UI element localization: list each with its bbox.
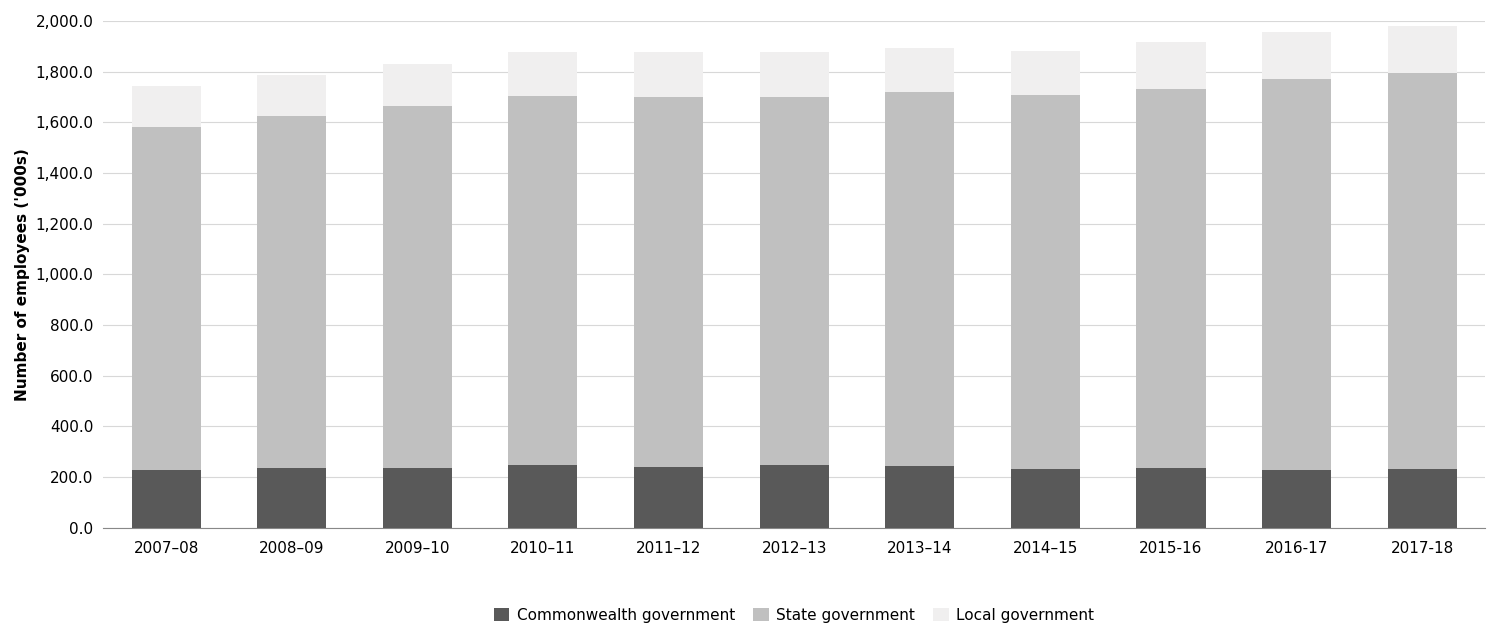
Bar — [132, 469, 201, 528]
Bar — [885, 48, 954, 92]
Bar — [759, 52, 828, 96]
Bar — [256, 75, 326, 116]
Bar — [885, 466, 954, 528]
Bar — [256, 116, 326, 468]
Bar — [1011, 469, 1080, 528]
Bar — [382, 107, 452, 467]
Bar — [1388, 469, 1456, 528]
Bar — [1262, 80, 1330, 469]
Bar — [759, 96, 828, 465]
Bar — [1262, 32, 1330, 80]
Bar — [132, 86, 201, 128]
Y-axis label: Number of employees ('000s): Number of employees ('000s) — [15, 148, 30, 401]
Legend: Commonwealth government, State government, Local government: Commonwealth government, State governmen… — [488, 602, 1101, 629]
Bar — [1388, 26, 1456, 73]
Bar — [509, 52, 578, 96]
Bar — [132, 128, 201, 469]
Bar — [1137, 42, 1206, 89]
Bar — [1388, 73, 1456, 469]
Bar — [885, 92, 954, 466]
Bar — [634, 52, 704, 96]
Bar — [1137, 89, 1206, 468]
Bar — [1137, 468, 1206, 528]
Bar — [509, 465, 578, 528]
Bar — [634, 96, 704, 467]
Bar — [382, 64, 452, 107]
Bar — [382, 467, 452, 528]
Bar — [634, 467, 704, 528]
Bar — [1262, 469, 1330, 528]
Bar — [759, 465, 828, 528]
Bar — [1011, 95, 1080, 469]
Bar — [1011, 51, 1080, 95]
Bar — [509, 96, 578, 465]
Bar — [256, 468, 326, 528]
